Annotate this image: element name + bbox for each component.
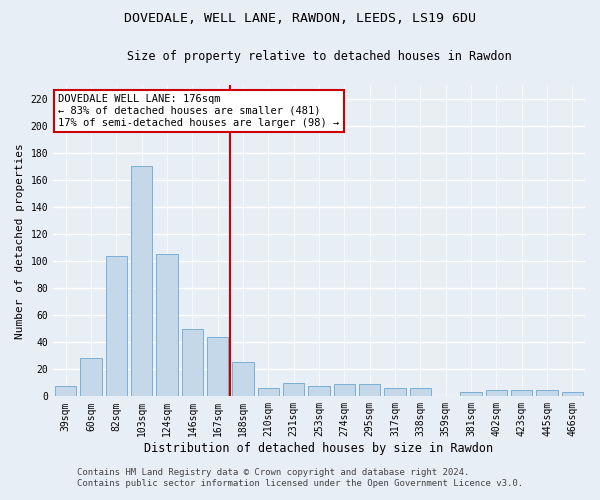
Bar <box>536 390 558 396</box>
Bar <box>232 362 254 396</box>
Bar <box>55 386 76 396</box>
Bar <box>308 386 330 396</box>
Bar <box>182 328 203 396</box>
Bar <box>562 392 583 396</box>
Bar <box>131 166 152 396</box>
Bar <box>80 358 102 397</box>
Bar <box>207 337 229 396</box>
Bar <box>156 254 178 396</box>
Bar <box>511 390 532 396</box>
Bar <box>359 384 380 396</box>
Bar <box>485 390 507 396</box>
Bar <box>460 392 482 396</box>
Title: Size of property relative to detached houses in Rawdon: Size of property relative to detached ho… <box>127 50 511 63</box>
Text: DOVEDALE WELL LANE: 176sqm
← 83% of detached houses are smaller (481)
17% of sem: DOVEDALE WELL LANE: 176sqm ← 83% of deta… <box>58 94 340 128</box>
Y-axis label: Number of detached properties: Number of detached properties <box>15 143 25 338</box>
Bar <box>257 388 279 396</box>
Bar <box>283 383 304 396</box>
Text: DOVEDALE, WELL LANE, RAWDON, LEEDS, LS19 6DU: DOVEDALE, WELL LANE, RAWDON, LEEDS, LS19… <box>124 12 476 26</box>
Text: Contains HM Land Registry data © Crown copyright and database right 2024.
Contai: Contains HM Land Registry data © Crown c… <box>77 468 523 487</box>
Bar <box>106 256 127 396</box>
X-axis label: Distribution of detached houses by size in Rawdon: Distribution of detached houses by size … <box>145 442 494 455</box>
Bar <box>384 388 406 396</box>
Bar <box>334 384 355 396</box>
Bar <box>410 388 431 396</box>
